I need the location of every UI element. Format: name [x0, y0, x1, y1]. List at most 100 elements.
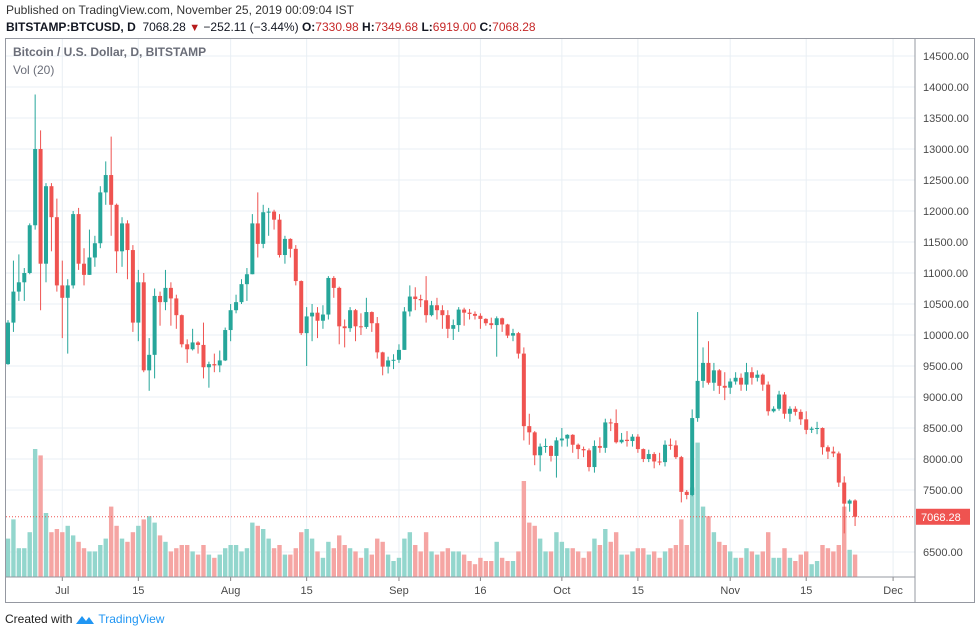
volume-bar: [60, 532, 65, 577]
candle-body: [418, 299, 423, 301]
candle-body: [179, 315, 184, 345]
candle-body: [559, 438, 564, 441]
y-tick-label: 14000.00: [923, 82, 969, 94]
candle-body: [358, 326, 363, 328]
volume-bar: [489, 561, 494, 577]
volume-bar: [581, 557, 586, 577]
volume-bar: [136, 525, 141, 577]
x-tick-label: 16: [474, 585, 486, 597]
volume-bar: [369, 554, 375, 577]
volume-bar: [217, 554, 222, 577]
candle-body: [212, 364, 217, 366]
volume-bar: [353, 551, 358, 577]
volume-bar: [16, 548, 22, 577]
candle-body: [375, 323, 380, 353]
candle-body: [472, 313, 477, 316]
candles: [6, 94, 858, 534]
volume-bar: [814, 561, 820, 577]
candle-body: [782, 394, 787, 414]
volume-bar: [429, 551, 434, 577]
candle-body: [549, 445, 553, 456]
candle-body: [16, 282, 21, 292]
volume-bar: [662, 551, 668, 577]
candle-body: [668, 444, 673, 446]
y-tick-label: 14500.00: [923, 51, 969, 63]
volume-bar: [700, 506, 706, 577]
volume-bar: [309, 538, 315, 577]
volume-bar: [630, 551, 635, 577]
volume-bar: [266, 538, 271, 577]
candle-body: [516, 333, 521, 354]
volume-bar: [385, 554, 391, 577]
tradingview-logo-icon: [76, 616, 95, 624]
x-tick-label: Aug: [221, 585, 241, 597]
volume-bar: [195, 554, 201, 577]
tradingview-link[interactable]: TradingView: [98, 612, 165, 626]
candle-body: [554, 440, 559, 456]
candle-body: [92, 243, 97, 258]
x-tick-label: 15: [632, 585, 644, 597]
last-price-label: 7068.28: [921, 512, 961, 524]
volume-bar: [315, 551, 320, 577]
candle-body: [614, 423, 619, 443]
candle-body: [147, 354, 152, 371]
volume-bar: [304, 529, 309, 577]
volume-bar: [461, 554, 467, 577]
candle-body: [125, 223, 130, 251]
volume-bar: [146, 516, 152, 577]
candle-body: [657, 461, 662, 463]
volume-bar: [809, 564, 814, 577]
volume-bar: [478, 557, 483, 577]
low-value: 6919.00: [432, 20, 477, 34]
volume-bar: [54, 529, 60, 577]
volume-bar: [331, 548, 336, 577]
volume-bar: [679, 519, 684, 577]
volume-bar: [179, 545, 184, 577]
candle-body: [413, 296, 418, 300]
volume-bar: [184, 545, 190, 577]
volume-bar: [228, 545, 233, 577]
candle-body: [277, 219, 282, 256]
volume-bar: [836, 545, 841, 577]
volume-bar: [326, 541, 331, 577]
x-tick-label: Nov: [720, 585, 740, 597]
volume-bar: [239, 551, 244, 577]
candle-body: [760, 374, 765, 385]
candle-body: [853, 500, 858, 517]
candle-body: [625, 439, 630, 442]
candle-body: [49, 186, 54, 218]
volume-bar: [413, 545, 418, 577]
volume-bar: [342, 545, 347, 577]
candle-body: [462, 309, 467, 313]
volume-bar: [603, 529, 608, 577]
volume-bar: [738, 557, 744, 577]
candle-body: [467, 312, 472, 314]
candle-body: [337, 287, 342, 327]
candle-body: [391, 359, 396, 361]
open-label: O:: [301, 20, 316, 34]
volume-bar: [548, 551, 554, 577]
candle-body: [684, 491, 689, 495]
candle-body: [315, 312, 320, 321]
volume-bar: [635, 548, 641, 577]
volume-bar: [793, 561, 798, 577]
candle-body: [451, 325, 456, 329]
candle-body: [38, 149, 43, 264]
volume-bar: [38, 455, 43, 577]
candle-body: [141, 282, 146, 371]
candle-body: [690, 418, 695, 495]
candle-body: [809, 428, 814, 430]
volume-bar: [358, 557, 364, 577]
candle-body: [266, 211, 271, 213]
price-chart[interactable]: 6500.00 7500.00 8000.00 8500.00 9000.00 9500.…: [5, 38, 977, 604]
candle-body: [206, 364, 211, 368]
candle-body: [798, 411, 803, 420]
candle-body: [570, 434, 575, 445]
candle-body: [234, 302, 239, 311]
volume-bar: [70, 535, 76, 577]
created-with-text: Created with: [5, 612, 73, 626]
volume-bar: [499, 557, 505, 577]
volume-bar: [760, 551, 765, 577]
candle-body: [369, 312, 374, 324]
y-tick-label: 13000.00: [923, 144, 969, 156]
